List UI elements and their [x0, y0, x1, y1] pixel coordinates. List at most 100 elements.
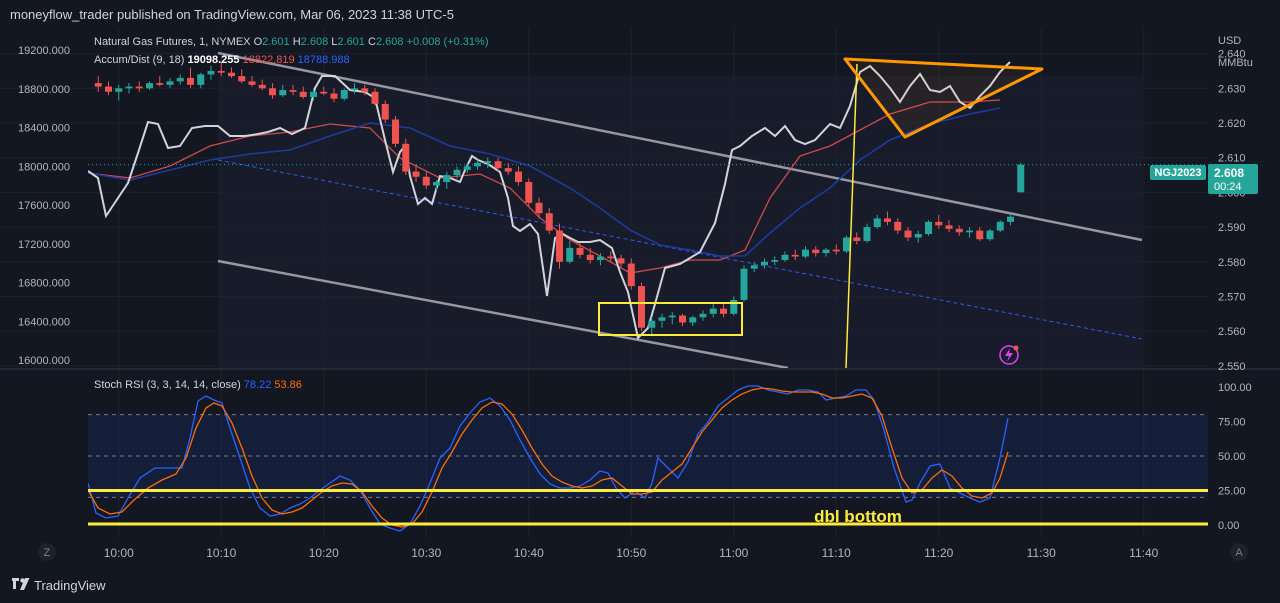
- candle: [320, 86, 328, 96]
- candle: [248, 76, 256, 87]
- candle: [668, 312, 676, 325]
- candle: [176, 74, 184, 85]
- candle: [484, 157, 492, 169]
- candle: [750, 261, 758, 273]
- publish-header: moneyflow_trader published on TradingVie…: [0, 0, 1280, 28]
- candle: [299, 86, 307, 99]
- unit-label: MMBtu: [1218, 57, 1253, 69]
- time-tick-label: 10:50: [616, 546, 646, 560]
- candle: [607, 251, 615, 262]
- price-tick-label: 2.560: [1218, 326, 1246, 338]
- candle: [720, 303, 727, 318]
- candles: [94, 62, 1025, 335]
- time-tick-label: 10:10: [206, 546, 236, 560]
- candle: [197, 72, 205, 89]
- candle: [597, 253, 604, 266]
- candle: [822, 247, 830, 257]
- candle: [217, 62, 225, 77]
- candle: [617, 254, 625, 267]
- zoom-toggle-label: Z: [44, 547, 51, 559]
- time-tick-label: 11:20: [924, 546, 953, 560]
- candle: [453, 166, 461, 179]
- candle: [648, 317, 656, 335]
- double-bottom-box[interactable]: [598, 302, 743, 336]
- time-tick-label: 10:30: [411, 546, 441, 560]
- accum-ema-fast: [88, 99, 1001, 274]
- candle: [351, 83, 358, 94]
- candle: [94, 76, 102, 92]
- candle: [914, 230, 922, 243]
- candle: [535, 197, 543, 219]
- candle: [125, 83, 133, 94]
- rsi-tick-label: 50.00: [1218, 451, 1246, 463]
- price-tick-label: 2.610: [1218, 153, 1246, 165]
- candle: [955, 225, 963, 236]
- time-tick-label: 11:10: [822, 546, 851, 560]
- candle: [187, 67, 194, 89]
- accum-tick-label: 17600.000: [18, 200, 70, 212]
- candle: [740, 265, 748, 302]
- candle: [258, 79, 266, 91]
- candle: [340, 88, 348, 101]
- zoom-toggle-button[interactable]: Z: [38, 543, 56, 561]
- lightning-alert-icon[interactable]: [999, 345, 1019, 365]
- price-tick-label: 2.590: [1218, 222, 1246, 234]
- candle: [873, 214, 881, 229]
- candle: [166, 77, 174, 89]
- candle: [146, 81, 153, 91]
- accum-tick-label: 16800.000: [18, 278, 70, 290]
- rsi-tick-label: 100.00: [1218, 382, 1252, 394]
- candle: [228, 67, 235, 78]
- candle: [443, 171, 451, 189]
- chart-area[interactable]: 2.6402.6302.6202.6102.6002.5902.5802.570…: [0, 28, 1280, 568]
- candle: [709, 303, 717, 318]
- dbl-bottom-label: dbl bottom: [814, 507, 902, 526]
- candle: [576, 242, 584, 259]
- price-tick-label: 2.580: [1218, 257, 1246, 269]
- candle: [730, 296, 738, 316]
- candle: [463, 162, 471, 174]
- candle: [105, 81, 112, 96]
- candle: [207, 65, 215, 80]
- candle: [945, 220, 953, 233]
- candle: [504, 162, 512, 176]
- auto-scale-button[interactable]: A: [1230, 543, 1248, 561]
- candle: [699, 310, 707, 321]
- currency-label: USD: [1218, 35, 1241, 47]
- candle: [310, 88, 317, 101]
- candle: [474, 159, 481, 170]
- accum-tick-label: 18400.000: [18, 123, 70, 135]
- candle: [115, 84, 123, 101]
- candle: [884, 211, 891, 226]
- candle: [566, 240, 574, 264]
- candle: [986, 228, 994, 241]
- candle: [791, 249, 799, 261]
- price-tick-label: 2.630: [1218, 83, 1246, 95]
- candle: [556, 223, 563, 269]
- publish-info: moneyflow_trader published on TradingVie…: [10, 7, 454, 22]
- candle: [996, 220, 1004, 233]
- price-tick-label: 2.550: [1218, 361, 1246, 373]
- accum-tick-label: 18800.000: [18, 84, 70, 96]
- time-tick-label: 11:30: [1027, 546, 1056, 560]
- price-tag-value: 2.608: [1214, 166, 1244, 180]
- candle: [761, 258, 768, 269]
- candle: [515, 166, 522, 186]
- triangle-pattern[interactable]: [843, 57, 1044, 139]
- candle: [279, 84, 287, 97]
- time-tick-label: 11:40: [1129, 546, 1158, 560]
- candle: [976, 227, 984, 241]
- vertical-annotation-line[interactable]: [845, 63, 858, 369]
- candle: [433, 180, 440, 191]
- price-tick-label: 2.620: [1218, 118, 1246, 130]
- candle: [361, 84, 369, 96]
- candle: [966, 227, 973, 238]
- candle: [392, 116, 399, 148]
- stoch-d-line: [88, 387, 1009, 528]
- channel-upper-line: [217, 51, 1143, 242]
- candle: [771, 256, 779, 266]
- accum-tick-label: 18000.000: [18, 161, 70, 173]
- candle: [812, 246, 820, 257]
- accum-tick-label: 16000.000: [18, 355, 70, 367]
